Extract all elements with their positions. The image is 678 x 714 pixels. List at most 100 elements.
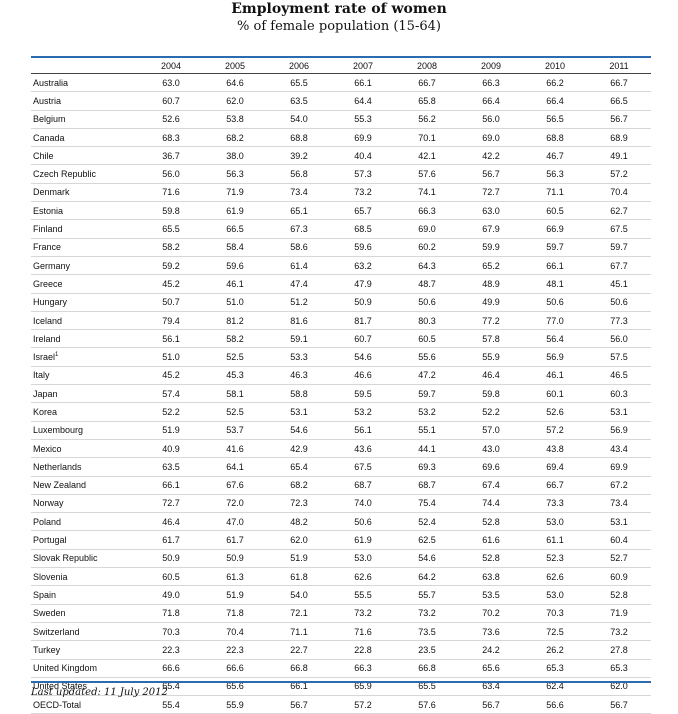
- table-row: Norway 72.7 72.0 72.3 74.0 75.4 74.4 73.3 73.4: [31, 494, 651, 514]
- value-cell: 61.4: [267, 256, 331, 276]
- country-name: OECD-Total: [33, 699, 82, 710]
- value-cell: 66.1: [523, 256, 587, 276]
- value-cell: 53.1: [587, 402, 651, 422]
- value-cell: 50.6: [587, 293, 651, 312]
- value-cell: 54.0: [267, 110, 331, 129]
- value-cell: 56.5: [523, 110, 587, 129]
- country-name: Iceland: [33, 315, 63, 326]
- column-header-year: 2009: [459, 58, 523, 74]
- value-cell: 53.2: [395, 402, 459, 422]
- value-cell: 46.4: [139, 512, 203, 532]
- country-name: Norway: [33, 498, 64, 509]
- page-title: Employment rate of women: [231, 1, 447, 17]
- value-cell: 53.1: [587, 512, 651, 532]
- country-name: Austria: [33, 95, 62, 106]
- value-cell: 68.2: [203, 128, 267, 148]
- country-name: Portugal: [33, 535, 67, 546]
- country-cell: New Zealand: [31, 476, 139, 495]
- table-row: Luxembourg 51.9 53.7 54.6 56.1 55.1 57.0 57.2 56…: [31, 421, 651, 440]
- value-cell: 69.4: [523, 457, 587, 477]
- value-cell: 44.1: [395, 439, 459, 459]
- value-cell: 49.9: [459, 293, 523, 312]
- value-cell: 52.6: [523, 402, 587, 422]
- country-name: Hungary: [33, 297, 68, 308]
- value-cell: 66.9: [523, 219, 587, 239]
- value-cell: 53.3: [267, 347, 331, 367]
- value-cell: 71.1: [267, 622, 331, 642]
- value-cell: 53.0: [331, 549, 395, 569]
- value-cell: 63.0: [459, 201, 523, 221]
- value-cell: 66.3: [395, 201, 459, 221]
- value-cell: 73.3: [523, 494, 587, 514]
- value-cell: 49.1: [587, 146, 651, 166]
- value-cell: 67.6: [203, 476, 267, 495]
- table-row: Switzerland 70.3 70.4 71.1 71.6 73.5 73.6 72.5 7…: [31, 622, 651, 642]
- value-cell: 59.6: [331, 238, 395, 257]
- value-cell: 58.1: [203, 384, 267, 404]
- value-cell: 66.5: [587, 91, 651, 111]
- value-cell: 68.8: [267, 128, 331, 148]
- value-cell: 61.7: [139, 530, 203, 550]
- value-cell: 66.7: [587, 73, 651, 93]
- value-cell: 52.8: [459, 549, 523, 569]
- value-cell: 67.3: [267, 219, 331, 239]
- value-cell: 56.6: [523, 695, 587, 714]
- value-cell: 46.5: [587, 366, 651, 386]
- value-cell: 36.7: [139, 146, 203, 166]
- value-cell: 68.7: [331, 476, 395, 495]
- value-cell: 22.3: [203, 640, 267, 660]
- value-cell: 57.4: [139, 384, 203, 404]
- value-cell: 46.4: [459, 366, 523, 386]
- value-cell: 27.8: [587, 640, 651, 660]
- value-cell: 54.6: [331, 347, 395, 367]
- value-cell: 56.3: [203, 164, 267, 184]
- value-cell: 72.0: [203, 494, 267, 514]
- value-cell: 46.3: [267, 366, 331, 386]
- value-cell: 68.7: [395, 476, 459, 495]
- value-cell: 53.8: [203, 110, 267, 129]
- value-cell: 51.9: [139, 421, 203, 440]
- value-cell: 58.2: [203, 329, 267, 349]
- employment-table: 2004 2005 2006 2007 2008 2009 2010 2011 …: [31, 58, 651, 714]
- value-cell: 59.5: [331, 384, 395, 404]
- value-cell: 46.6: [331, 366, 395, 386]
- value-cell: 56.7: [587, 695, 651, 714]
- value-cell: 55.7: [395, 585, 459, 605]
- value-cell: 51.2: [267, 293, 331, 312]
- value-cell: 56.2: [395, 110, 459, 129]
- table-row: OECD-Total 55.4 55.9 56.7 57.2 57.6 56.7 56.6 56…: [31, 695, 651, 714]
- value-cell: 40.4: [331, 146, 395, 166]
- value-cell: 61.9: [203, 201, 267, 221]
- country-name: Italy: [33, 370, 50, 381]
- table-row: Spain 49.0 51.9 54.0 55.5 55.7 53.5 53.0 52.8: [31, 585, 651, 605]
- value-cell: 68.5: [331, 219, 395, 239]
- value-cell: 52.2: [139, 402, 203, 422]
- value-cell: 69.9: [331, 128, 395, 148]
- country-name: Belgium: [33, 114, 66, 125]
- table-row: Australia 63.0 64.6 65.5 66.1 66.7 66.3 66.2 66.…: [31, 73, 651, 93]
- table-row: Ireland 56.1 58.2 59.1 60.7 60.5 57.8 56.4 56.0: [31, 329, 651, 349]
- value-cell: 60.5: [139, 567, 203, 587]
- table-row: Israel1 51.0 52.5 53.3 54.6 55.6 55.9 56.9 57.5: [31, 347, 651, 367]
- value-cell: 66.7: [395, 73, 459, 93]
- value-cell: 71.8: [139, 604, 203, 623]
- value-cell: 65.4: [267, 457, 331, 477]
- value-cell: 66.1: [139, 476, 203, 495]
- value-cell: 45.2: [139, 366, 203, 386]
- value-cell: 67.5: [587, 219, 651, 239]
- country-name: Estonia: [33, 205, 64, 216]
- value-cell: 42.1: [395, 146, 459, 166]
- value-cell: 47.0: [203, 512, 267, 532]
- value-cell: 67.9: [459, 219, 523, 239]
- value-cell: 47.4: [267, 274, 331, 294]
- value-cell: 56.0: [139, 164, 203, 184]
- table-row: United Kingdom 66.6 66.6 66.8 66.3 66.8 65.6 65…: [31, 659, 651, 678]
- country-cell: Hungary: [31, 293, 139, 312]
- country-name: Japan: [33, 388, 58, 399]
- value-cell: 53.5: [459, 585, 523, 605]
- value-cell: 68.2: [267, 476, 331, 495]
- column-header-year: 2005: [203, 58, 267, 74]
- value-cell: 52.8: [459, 512, 523, 532]
- value-cell: 65.6: [459, 659, 523, 678]
- value-cell: 63.0: [139, 73, 203, 93]
